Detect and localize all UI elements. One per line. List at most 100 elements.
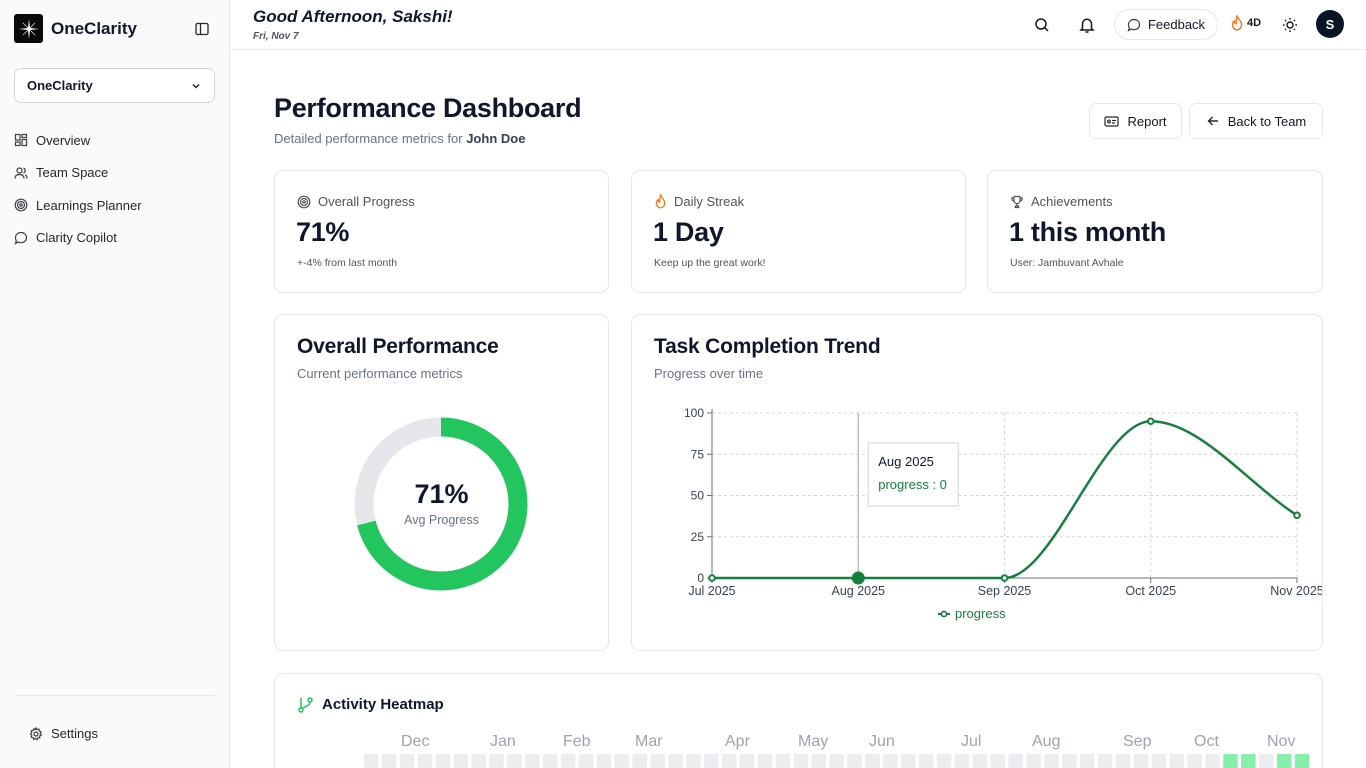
heatmap-cell — [364, 754, 379, 768]
bell-icon[interactable] — [1078, 16, 1096, 34]
heatmap-cell — [775, 754, 791, 768]
sidebar-item-settings[interactable]: Settings — [29, 726, 98, 741]
activity-heatmap-card: Activity Heatmap Dec Jan Feb Mar Apr May Jun Ju… — [274, 673, 1323, 768]
stat-value: 1 Day — [653, 217, 724, 247]
heatmap-cell — [1169, 754, 1184, 768]
report-label: Report — [1127, 113, 1167, 129]
settings-label: Settings — [51, 726, 98, 741]
heatmap-title: Activity Heatmap — [297, 696, 444, 713]
heatmap-grid — [364, 754, 1310, 768]
stat-label: Achievements — [1010, 194, 1113, 209]
heatmap-cell — [901, 754, 916, 768]
heatmap-cell — [739, 754, 755, 768]
heatmap-cell — [1276, 754, 1292, 768]
y-tick-label: 100 — [684, 406, 704, 420]
heatmap-cell — [578, 754, 594, 768]
greeting: Good Afternoon, Sakshi! — [253, 7, 453, 26]
heatmap-cell — [471, 754, 486, 768]
sidebar-toggle-icon[interactable] — [194, 21, 210, 37]
search-icon[interactable] — [1033, 16, 1051, 34]
sidebar-item-overview[interactable]: Overview — [14, 124, 215, 157]
avatar[interactable]: S — [1316, 10, 1344, 38]
heatmap-cell — [972, 754, 988, 768]
feedback-button[interactable]: Feedback — [1114, 9, 1218, 40]
heatmap-cell — [543, 754, 558, 768]
heatmap-cell — [686, 754, 701, 768]
target-icon — [14, 198, 28, 212]
heatmap-cell — [596, 754, 612, 768]
tooltip-title: Aug 2025 — [878, 454, 934, 469]
heatmap-month-label: Oct — [1194, 733, 1219, 750]
heatmap-cell — [1062, 754, 1077, 768]
heatmap-cell — [722, 754, 737, 768]
series-line-progress — [712, 419, 1298, 580]
tooltip-box — [867, 442, 959, 507]
page-subtitle-prefix: Detailed performance metrics for — [274, 131, 463, 146]
heatmap-cell — [811, 754, 826, 768]
heatmap-cell — [399, 754, 415, 768]
heatmap-cell — [847, 754, 862, 768]
donut-fill — [354, 417, 528, 591]
heatmap-cell — [1187, 754, 1202, 768]
data-point — [1146, 417, 1155, 426]
report-button[interactable]: Report — [1089, 103, 1182, 139]
users-icon — [14, 167, 28, 179]
brand-name: OneClarity — [51, 18, 137, 38]
heatmap-cell — [990, 754, 1005, 768]
x-tick-label: Oct 2025 — [1125, 584, 1176, 598]
page-subtitle: Detailed performance metrics for John Do… — [274, 131, 525, 146]
git-branch-icon — [298, 697, 313, 713]
stat-label: Overall Progress — [297, 194, 415, 209]
heatmap-cell — [918, 754, 934, 768]
donut-value: 71% — [414, 479, 469, 509]
feedback-label: Feedback — [1147, 17, 1206, 32]
heatmap-cell — [453, 754, 468, 768]
heatmap-cell — [1133, 754, 1149, 768]
data-point — [1000, 574, 1009, 582]
heatmap-cell — [829, 754, 844, 768]
x-tick-label: Nov 2025 — [1270, 584, 1322, 598]
streak-badge[interactable]: 4D — [1230, 15, 1261, 31]
heatmap-month-label: Jan — [490, 733, 516, 750]
workspace-select[interactable]: OneClarity — [14, 68, 215, 103]
heatmap-cell — [560, 754, 576, 768]
chevron-down-icon — [192, 83, 200, 89]
brand[interactable]: OneClarity — [14, 14, 137, 43]
card-title: Task Completion Trend — [654, 335, 881, 358]
card-subtitle: Progress over time — [654, 366, 764, 381]
heatmap-cell — [1080, 754, 1095, 768]
heatmap-cell — [1259, 754, 1274, 768]
heatmap-cell — [704, 754, 719, 768]
card-title: Overall Performance — [297, 335, 499, 358]
sidebar-divider — [14, 695, 215, 696]
heatmap-month-label: Jul — [961, 733, 982, 750]
sidebar-item-clarity-copilot[interactable]: Clarity Copilot — [14, 222, 215, 255]
stat-label-text: Achievements — [1031, 194, 1113, 209]
y-tick-label: 50 — [691, 489, 705, 503]
workspace-select-value: OneClarity — [27, 78, 93, 93]
progress-donut — [354, 417, 528, 591]
heatmap-cell — [1044, 754, 1059, 768]
heatmap-cell — [1294, 754, 1310, 768]
trophy-icon — [1011, 195, 1023, 208]
x-tick-label: Aug 2025 — [831, 584, 885, 598]
heatmap-cell — [865, 754, 880, 768]
chat-icon — [1127, 18, 1141, 32]
heatmap-cell — [417, 754, 433, 768]
back-label: Back to Team — [1227, 113, 1307, 129]
stat-note: +-4% from last month — [297, 257, 398, 269]
stat-card-daily-streak: Daily Streak 1 Day Keep up the great wor… — [631, 170, 966, 293]
sidebar-nav: Overview Team Space Learnings Planner Cl… — [14, 124, 215, 254]
heatmap-cell — [507, 754, 522, 768]
heatmap-cell — [1008, 754, 1023, 768]
heatmap-month-label: Sep — [1123, 733, 1152, 750]
streak-label: 4D — [1247, 17, 1262, 29]
donut-label: Avg Progress — [404, 513, 479, 527]
theme-toggle-icon[interactable] — [1281, 16, 1299, 34]
back-to-team-button[interactable]: Back to Team — [1189, 103, 1323, 139]
sidebar-item-team-space[interactable]: Team Space — [14, 157, 215, 190]
x-tick-label: Sep 2025 — [978, 584, 1032, 598]
heatmap-month-label: Dec — [401, 733, 430, 750]
sidebar-item-learnings-planner[interactable]: Learnings Planner — [14, 189, 215, 222]
heatmap-cell — [1223, 754, 1238, 768]
